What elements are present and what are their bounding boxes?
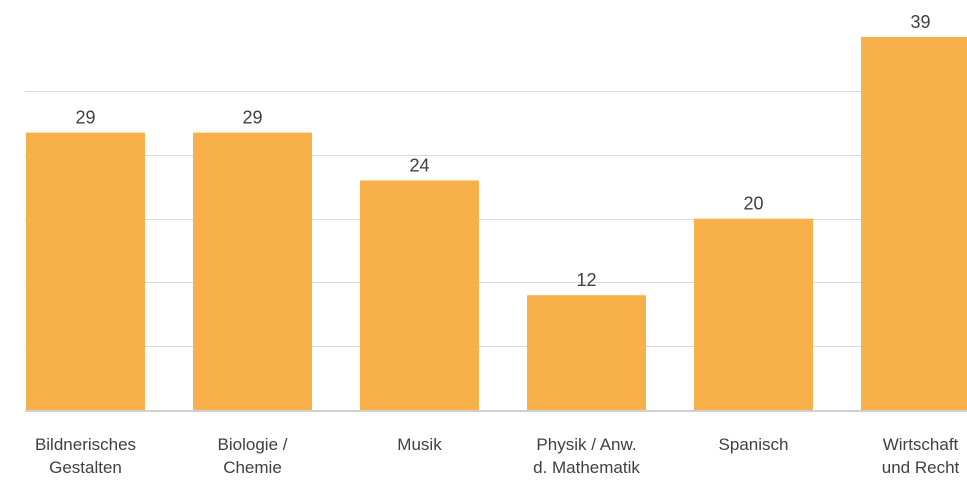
category-label-line: Chemie: [223, 458, 282, 477]
category-label: Biologie / Chemie: [218, 435, 288, 477]
bar: [527, 295, 646, 410]
bar: [861, 36, 967, 411]
category-label-line: Gestalten: [49, 458, 122, 477]
category-label: Bildnerisches Gestalten: [35, 435, 136, 477]
category-label-line: Biologie /: [218, 435, 288, 454]
bar: [360, 180, 479, 410]
data-labels: 29 29 24 12 20 39: [75, 12, 930, 290]
category-label-line: d. Mathematik: [533, 458, 640, 477]
category-label-line: Spanisch: [719, 435, 789, 454]
bar-value-label: 29: [242, 108, 262, 128]
category-label: Spanisch: [719, 435, 789, 454]
category-label: Physik / Anw. d. Mathematik: [533, 435, 640, 477]
bar-value-label: 12: [576, 270, 596, 290]
bar-value-label: 29: [75, 108, 95, 128]
gridlines: [25, 91, 967, 347]
category-label-line: Physik / Anw.: [536, 435, 636, 454]
category-label-line: Bildnerisches: [35, 435, 136, 454]
category-label: Musik: [397, 435, 442, 454]
category-label-line: Wirtschaft: [883, 435, 959, 454]
bar: [193, 132, 312, 411]
bar: [694, 218, 813, 410]
bar: [26, 132, 145, 411]
bars: [26, 36, 967, 411]
bar-value-label: 39: [910, 12, 930, 32]
category-label-line: und Recht: [882, 458, 960, 477]
bar-value-label: 20: [743, 194, 763, 214]
category-label-line: Musik: [397, 435, 442, 454]
bar-value-label: 24: [409, 155, 429, 175]
category-label: Wirtschaft und Recht: [882, 435, 960, 477]
category-labels: Bildnerisches Gestalten Biologie / Chemie Mu…: [35, 435, 960, 477]
